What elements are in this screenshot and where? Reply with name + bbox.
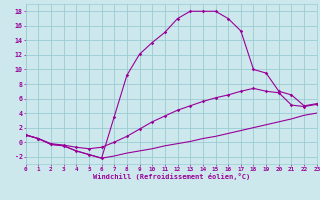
X-axis label: Windchill (Refroidissement éolien,°C): Windchill (Refroidissement éolien,°C)	[92, 173, 250, 180]
